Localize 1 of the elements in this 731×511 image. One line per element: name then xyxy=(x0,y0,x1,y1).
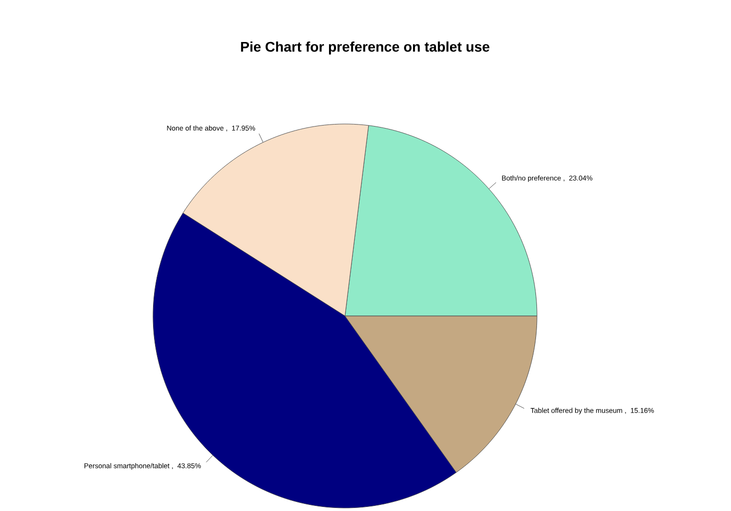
chart-title: Pie Chart for preference on tablet use xyxy=(241,41,490,55)
